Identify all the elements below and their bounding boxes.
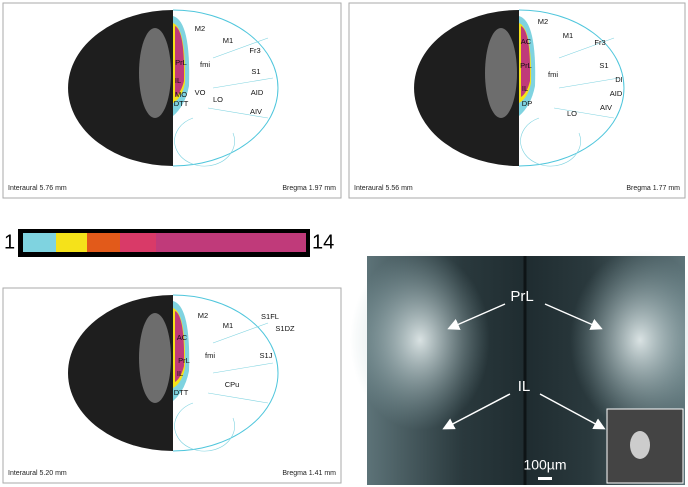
region-label: S1: [599, 61, 608, 70]
interaural-label: Interaural 5.76 mm: [8, 185, 67, 192]
region-label: Fr3: [594, 38, 605, 47]
brain-panel: M2 M1 AC Fr3 PrL S1 fmi DI IL AID DP AIV LO Interaura…: [348, 2, 686, 199]
region-label: DTT: [174, 388, 189, 397]
atlas-outline: [172, 294, 279, 452]
region-label: MO: [175, 90, 187, 99]
region-label: DI: [615, 75, 623, 84]
brain-panel: M2 M1 Fr3 PrL fmi S1 IL AID MO VO LO DTT AIV Interaur…: [2, 2, 342, 199]
region-label: PrL: [510, 288, 533, 305]
region-label: M1: [563, 31, 573, 40]
colorbar-min: 1: [4, 231, 15, 253]
region-label: DP: [522, 99, 532, 108]
atlas-lines: [174, 322, 274, 452]
region-label: IL: [175, 76, 181, 85]
region-label: fmi: [548, 70, 558, 79]
region-label: DTT: [174, 99, 189, 108]
stain-glow: [485, 28, 517, 118]
region-label: M2: [198, 311, 208, 320]
region-label: IL: [522, 84, 528, 93]
region-label: fmi: [200, 60, 210, 69]
region-label: AIV: [600, 103, 612, 112]
region-label: Fr3: [249, 46, 260, 55]
atlas-lines: [520, 37, 620, 167]
heat-magenta: [175, 311, 185, 382]
region-label: AC: [521, 37, 532, 46]
atlas-outline: [518, 9, 625, 167]
region-label: PrL: [175, 58, 187, 67]
region-label: VO: [195, 88, 206, 97]
micrograph: PrL IL 100µm: [350, 250, 688, 485]
region-label: CPu: [225, 380, 240, 389]
brain-panel: M2 S1FL M1 S1DZ AC fmi S1J PrL IL CPu DTT Interaura…: [2, 287, 342, 484]
region-label: S1DZ: [275, 324, 295, 333]
heat-magenta: [521, 26, 531, 97]
stain-glow: [139, 313, 171, 403]
bregma-label: Bregma 1.41 mm: [282, 470, 336, 477]
region-label: S1FL: [261, 312, 279, 321]
region-label: IL: [177, 369, 183, 378]
stain-glow: [139, 28, 171, 118]
region-label: M2: [195, 24, 205, 33]
region-label: M2: [538, 17, 548, 26]
region-label: PrL: [178, 356, 190, 365]
region-label: AIV: [250, 107, 262, 116]
region-label: AID: [251, 88, 264, 97]
interaural-label: Interaural 5.56 mm: [354, 185, 413, 192]
region-label: IL: [518, 378, 531, 395]
region-label: S1J: [260, 351, 273, 360]
region-label: AC: [177, 333, 188, 342]
region-label: PrL: [520, 61, 532, 70]
region-label: S1: [251, 67, 260, 76]
heat-magenta: [175, 26, 185, 97]
colorbar: 1 14: [4, 229, 334, 257]
region-label: LO: [567, 109, 577, 118]
colorbar-max: 14: [312, 231, 334, 253]
region-label: fmi: [205, 351, 215, 360]
bregma-label: Bregma 1.97 mm: [282, 185, 336, 192]
bregma-label: Bregma 1.77 mm: [626, 185, 680, 192]
atlas-lines: [174, 37, 274, 167]
region-label: LO: [213, 95, 223, 104]
region-label: M1: [223, 36, 233, 45]
region-label: AID: [610, 89, 623, 98]
region-label: M1: [223, 321, 233, 330]
interaural-label: Interaural 5.20 mm: [8, 470, 67, 477]
scale-bar-label: 100µm: [523, 457, 566, 473]
atlas-outline: [172, 9, 279, 167]
